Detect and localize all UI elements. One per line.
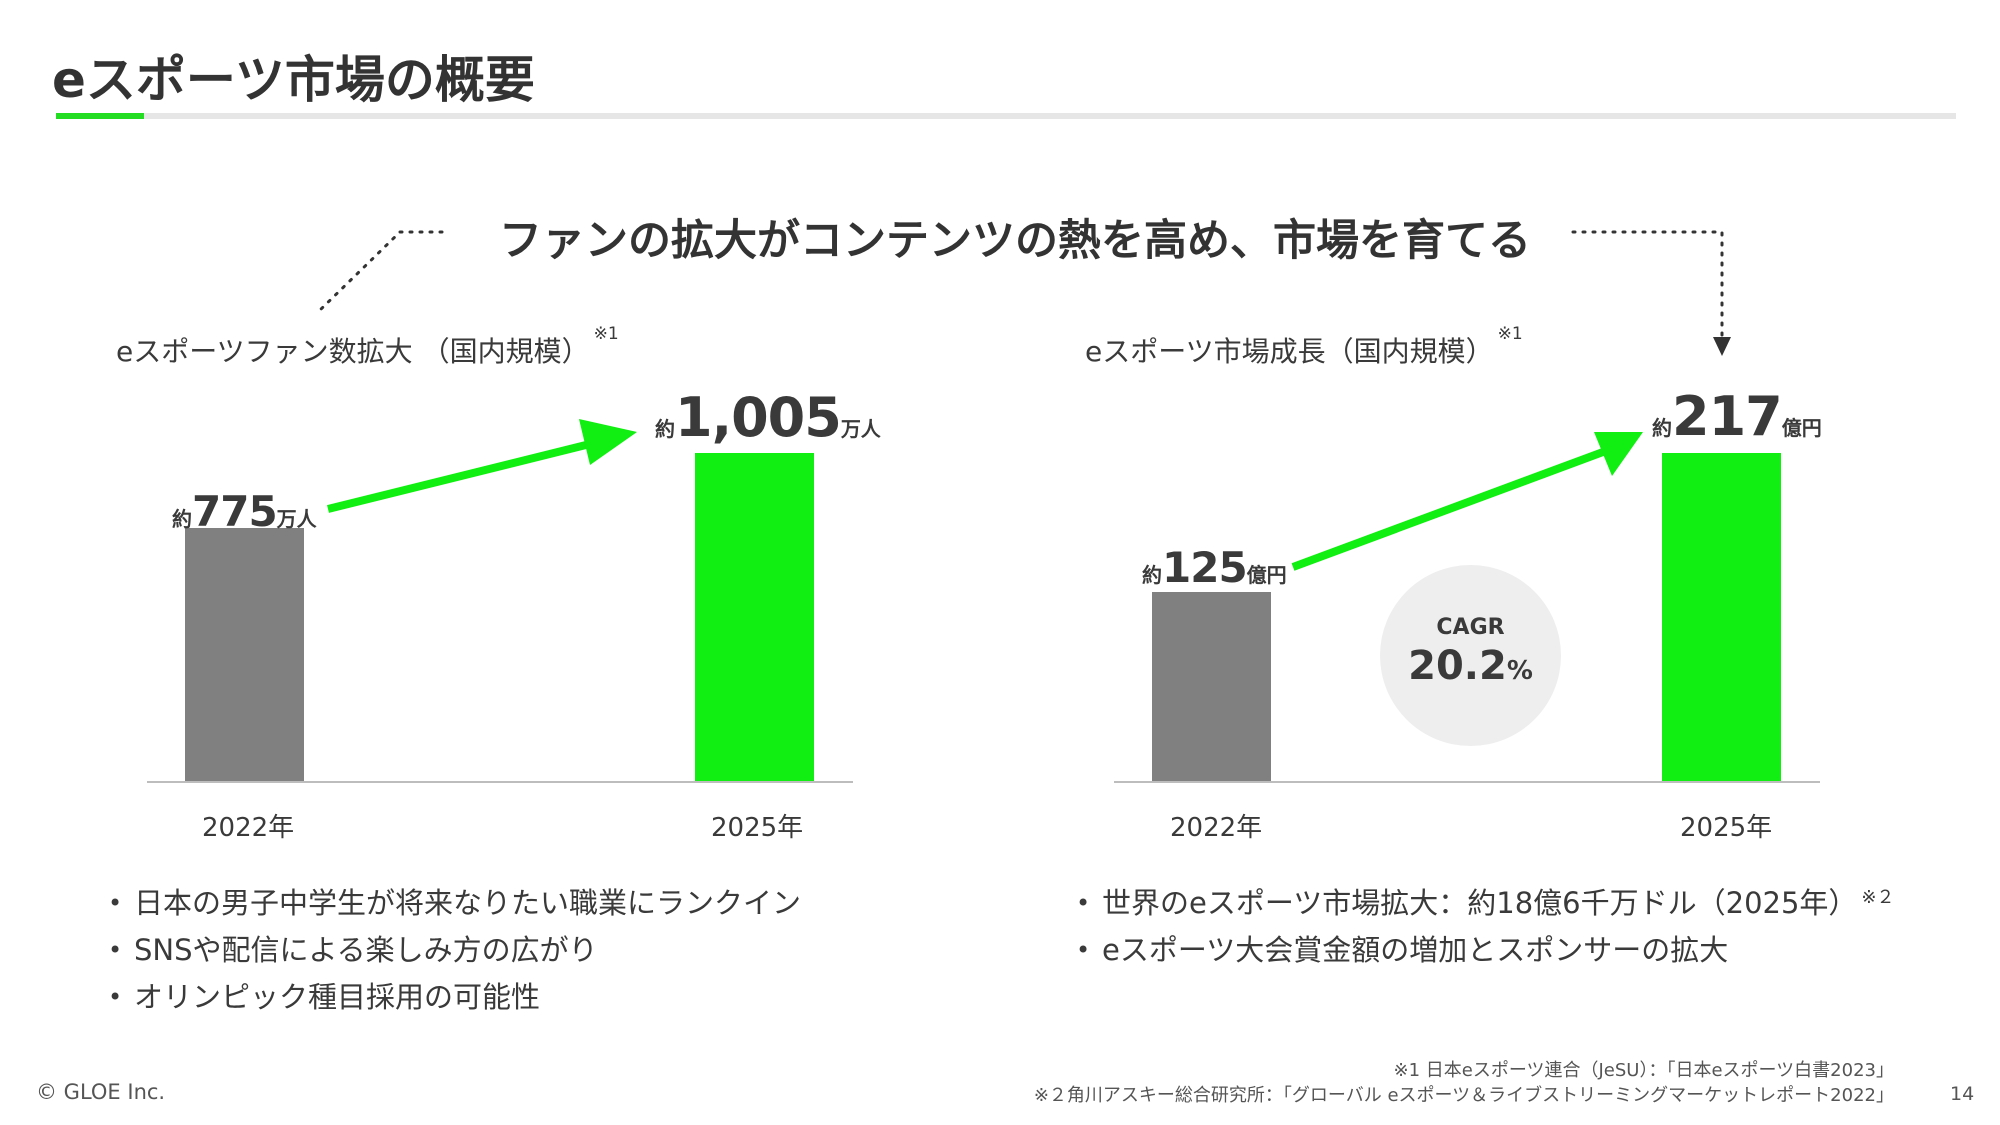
bullet-text: 世界のeスポーツ市場拡大：約18億6千万ドル（2025年） bbox=[1102, 886, 1858, 920]
data-label-market-2025: 約217億円 bbox=[1652, 385, 1822, 448]
cagr-unit: % bbox=[1506, 656, 1533, 686]
chart-title-fans: eスポーツファン数拡大 （国内規模）※1 bbox=[116, 324, 619, 370]
chart-title-market: eスポーツ市場成長（国内規模）※1 bbox=[1085, 324, 1523, 370]
data-label-fans-2025-unit: 万人 bbox=[840, 417, 881, 441]
source-note-1: ※1 日本eスポーツ連合（JeSU）：「日本eスポーツ白書2023」 bbox=[1393, 1060, 1894, 1081]
chart-title-market-text: eスポーツ市場成長（国内規模） bbox=[1085, 335, 1494, 368]
list-item: • 世界のeスポーツ市場拡大：約18億6千万ドル（2025年） ※２ bbox=[1072, 880, 1895, 927]
bullet-text: 日本の男子中学生が将来なりたい職業にランクイン bbox=[134, 886, 802, 920]
data-label-market-2022: 約125億円 bbox=[1142, 543, 1287, 592]
down-arrow-icon bbox=[1713, 337, 1731, 356]
chart-title-fans-note: ※1 bbox=[593, 324, 619, 344]
bullet-text: eスポーツ大会賞金額の増加とスポンサーの拡大 bbox=[1102, 933, 1729, 967]
data-label-fans-2022-prefix: 約 bbox=[172, 507, 192, 531]
data-label-fans-2025: 約1,005万人 bbox=[655, 386, 881, 449]
bullet-text: SNSや配信による楽しみ方の広がり bbox=[134, 933, 598, 967]
left-bullet-list: • 日本の男子中学生が将来なりたい職業にランクイン • SNSや配信による楽しみ方の… bbox=[104, 880, 801, 1021]
list-item: • 日本の男子中学生が将来なりたい職業にランクイン bbox=[104, 880, 801, 927]
data-label-market-2025-prefix: 約 bbox=[1652, 416, 1672, 440]
x-tick-fans-2022: 2022年 bbox=[202, 813, 295, 843]
data-label-fans-2022: 約775万人 bbox=[172, 487, 317, 536]
cagr-number: 20.2 bbox=[1408, 643, 1507, 689]
x-tick-market-2025: 2025年 bbox=[1680, 813, 1773, 843]
page-title: eスポーツ市場の概要 bbox=[52, 51, 535, 109]
left-trend-arrow bbox=[327, 419, 637, 513]
list-item: • オリンピック種目採用の可能性 bbox=[104, 974, 801, 1021]
bar-fans-2025 bbox=[695, 453, 814, 781]
data-label-market-2022-value: 125 bbox=[1162, 543, 1248, 592]
copyright: © GLOE Inc. bbox=[36, 1080, 166, 1104]
source-notes: ※1 日本eスポーツ連合（JeSU）：「日本eスポーツ白書2023」 ※２角川ア… bbox=[1034, 1058, 1894, 1108]
data-label-market-2022-unit: 億円 bbox=[1246, 563, 1287, 587]
cagr-badge: CAGR 20.2% bbox=[1380, 565, 1561, 746]
bullet-dot: • bbox=[108, 936, 123, 964]
bullet-text: オリンピック種目採用の可能性 bbox=[134, 980, 541, 1014]
x-axis-fans bbox=[147, 781, 853, 783]
data-label-market-2022-prefix: 約 bbox=[1142, 563, 1162, 587]
data-label-fans-2025-prefix: 約 bbox=[655, 417, 675, 441]
chart-title-market-note: ※1 bbox=[1497, 324, 1523, 344]
bullet-note-ref: ※２ bbox=[1861, 887, 1895, 908]
x-tick-fans-2025: 2025年 bbox=[711, 813, 804, 843]
title-accent-bar bbox=[56, 113, 144, 119]
x-tick-market-2022: 2022年 bbox=[1170, 813, 1263, 843]
data-label-fans-2022-unit: 万人 bbox=[276, 507, 317, 531]
bullet-dot: • bbox=[1076, 889, 1091, 917]
cagr-label: CAGR bbox=[1436, 615, 1505, 640]
bullet-dot: • bbox=[1076, 936, 1091, 964]
x-axis-market bbox=[1114, 781, 1820, 783]
bullet-dot: • bbox=[108, 889, 123, 917]
data-label-market-2025-value: 217 bbox=[1672, 385, 1783, 448]
list-item: • eスポーツ大会賞金額の増加とスポンサーの拡大 bbox=[1072, 927, 1895, 974]
right-bullet-list: • 世界のeスポーツ市場拡大：約18億6千万ドル（2025年） ※２ • eスポーツ大… bbox=[1072, 880, 1895, 974]
right-dotted-connector bbox=[1571, 230, 1731, 356]
list-item: • SNSや配信による楽しみ方の広がり bbox=[104, 927, 801, 974]
data-label-fans-2025-value: 1,005 bbox=[675, 386, 842, 449]
bar-fans-2022 bbox=[185, 528, 304, 781]
left-dotted-connector bbox=[316, 230, 444, 314]
data-label-market-2025-unit: 億円 bbox=[1781, 416, 1822, 440]
bar-market-2025 bbox=[1662, 453, 1781, 781]
right-trend-arrow bbox=[1291, 432, 1643, 571]
title-divider bbox=[56, 113, 1956, 119]
headline: ファンの拡大がコンテンツの熱を高め、市場を育てる bbox=[499, 216, 1531, 266]
chart-title-fans-text: eスポーツファン数拡大 （国内規模） bbox=[116, 335, 590, 368]
page-number: 14 bbox=[1950, 1083, 1975, 1105]
data-label-fans-2022-value: 775 bbox=[192, 487, 278, 536]
bar-market-2022 bbox=[1152, 592, 1271, 781]
source-note-2: ※２角川アスキー総合研究所：「グローバル eスポーツ＆ライブストリーミングマーケ… bbox=[1033, 1085, 1894, 1106]
bullet-dot: • bbox=[108, 983, 123, 1011]
cagr-value: 20.2% bbox=[1380, 643, 1561, 689]
